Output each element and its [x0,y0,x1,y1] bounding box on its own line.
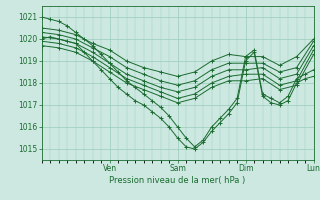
X-axis label: Pression niveau de la mer( hPa ): Pression niveau de la mer( hPa ) [109,176,246,185]
